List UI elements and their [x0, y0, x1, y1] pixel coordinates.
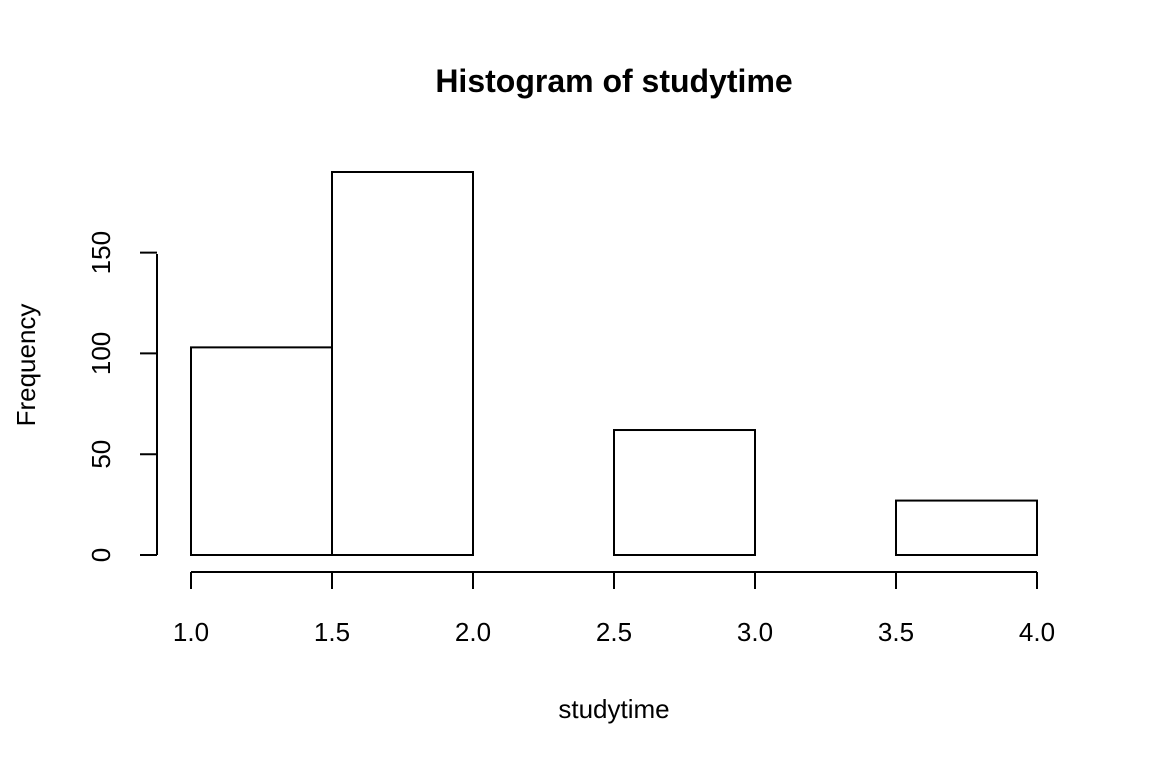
x-ticks-group: 1.0 1.5 2.0 2.5 3.0 3.5 4.0: [173, 572, 1055, 647]
histogram-bar-3: [613, 429, 756, 557]
y-tick-label-0: 0: [86, 548, 116, 562]
histogram-bar-1: [331, 171, 474, 556]
x-tick-label-6: 4.0: [1019, 617, 1055, 647]
x-tick-label-1: 1.5: [314, 617, 350, 647]
x-axis-label: studytime: [558, 694, 669, 724]
y-ticks-group: 0 50 100 150: [86, 231, 157, 562]
histogram-bar-5: [895, 499, 1038, 556]
y-tick-label-2: 100: [86, 332, 116, 375]
y-tick-label-3: 150: [86, 231, 116, 274]
x-tick-label-2: 2.0: [455, 617, 491, 647]
histogram-bar-0: [190, 346, 333, 556]
y-axis-label: Frequency: [11, 304, 41, 427]
y-tick-label-1: 50: [86, 440, 116, 469]
x-tick-label-3: 2.5: [596, 617, 632, 647]
x-tick-label-0: 1.0: [173, 617, 209, 647]
bars-group: [190, 171, 1038, 557]
x-tick-label-5: 3.5: [878, 617, 914, 647]
x-tick-label-4: 3.0: [737, 617, 773, 647]
chart-title: Histogram of studytime: [435, 63, 792, 99]
